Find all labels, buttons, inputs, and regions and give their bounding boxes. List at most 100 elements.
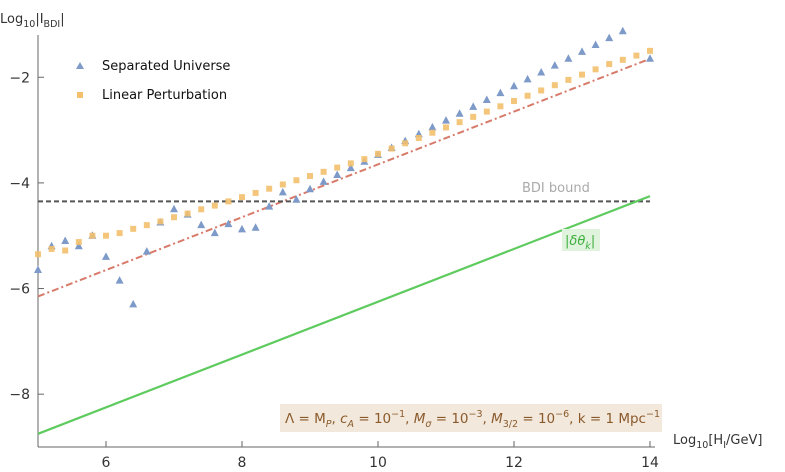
point-linear-perturbation bbox=[483, 108, 490, 115]
point-linear-perturbation bbox=[415, 135, 422, 141]
point-separated-universe bbox=[564, 54, 573, 62]
point-linear-perturbation bbox=[252, 189, 259, 196]
point-separated-universe bbox=[510, 81, 518, 90]
point-linear-perturbation bbox=[293, 177, 300, 184]
point-linear-perturbation bbox=[524, 92, 531, 99]
x-tick-label: 12 bbox=[505, 455, 523, 471]
point-separated-universe bbox=[251, 223, 260, 231]
y-tick-label: −4 bbox=[9, 176, 30, 192]
point-separated-universe bbox=[319, 177, 328, 185]
point-linear-perturbation bbox=[48, 245, 55, 252]
point-linear-perturbation bbox=[266, 185, 273, 192]
point-linear-perturbation bbox=[334, 164, 341, 171]
point-separated-universe bbox=[129, 299, 138, 308]
point-linear-perturbation bbox=[130, 225, 137, 232]
point-linear-perturbation bbox=[606, 61, 613, 68]
point-separated-universe bbox=[482, 95, 491, 103]
legend-label-separated-universe: Separated Universe bbox=[102, 59, 230, 74]
point-linear-perturbation bbox=[320, 168, 327, 175]
point-linear-perturbation bbox=[619, 56, 626, 63]
point-linear-perturbation bbox=[89, 232, 96, 239]
point-separated-universe bbox=[578, 47, 586, 55]
point-separated-universe bbox=[61, 236, 70, 244]
x-tick-label: 8 bbox=[238, 455, 247, 471]
point-linear-perturbation bbox=[307, 173, 313, 180]
point-linear-perturbation bbox=[551, 82, 558, 89]
x-tick-label: 6 bbox=[102, 455, 111, 471]
legend-marker-linear-perturbation bbox=[77, 92, 83, 98]
point-separated-universe bbox=[346, 163, 355, 172]
point-linear-perturbation bbox=[171, 214, 177, 221]
legend-label-linear-perturbation: Linear Perturbation bbox=[102, 88, 227, 103]
line-solid bbox=[37, 195, 651, 435]
legend-marker-separated-universe bbox=[76, 62, 84, 69]
point-linear-perturbation bbox=[470, 113, 477, 120]
y-tick-label: −2 bbox=[9, 70, 30, 86]
point-linear-perturbation bbox=[116, 230, 123, 237]
point-separated-universe bbox=[238, 224, 246, 233]
point-linear-perturbation bbox=[347, 160, 354, 167]
point-linear-perturbation bbox=[35, 251, 41, 258]
point-separated-universe bbox=[292, 195, 301, 203]
point-linear-perturbation bbox=[388, 145, 395, 152]
point-linear-perturbation bbox=[103, 232, 109, 239]
point-linear-perturbation bbox=[75, 239, 82, 246]
point-separated-universe bbox=[618, 26, 627, 35]
point-linear-perturbation bbox=[157, 218, 164, 225]
point-linear-perturbation bbox=[184, 210, 191, 217]
point-linear-perturbation bbox=[361, 156, 368, 163]
point-linear-perturbation bbox=[497, 103, 504, 110]
point-separated-universe bbox=[265, 202, 274, 210]
point-linear-perturbation bbox=[592, 66, 599, 73]
point-separated-universe bbox=[115, 276, 124, 284]
point-linear-perturbation bbox=[429, 129, 436, 136]
point-linear-perturbation bbox=[62, 247, 69, 254]
parameters-box-bg bbox=[280, 404, 662, 432]
bdi-bound-label: BDI bound bbox=[522, 181, 590, 196]
point-separated-universe bbox=[74, 241, 83, 250]
point-linear-perturbation bbox=[279, 181, 286, 188]
point-linear-perturbation bbox=[402, 140, 409, 147]
point-linear-perturbation bbox=[633, 52, 640, 59]
point-linear-perturbation bbox=[443, 124, 449, 131]
x-axis-title: Log10[HI/GeV] bbox=[673, 433, 762, 451]
y-tick-label: −8 bbox=[9, 387, 30, 403]
point-separated-universe bbox=[428, 122, 437, 131]
point-separated-universe bbox=[333, 170, 342, 178]
point-separated-universe bbox=[278, 187, 287, 196]
point-separated-universe bbox=[523, 74, 532, 83]
point-separated-universe bbox=[442, 116, 450, 124]
point-separated-universe bbox=[210, 228, 219, 237]
point-separated-universe bbox=[537, 68, 546, 76]
point-separated-universe bbox=[306, 184, 314, 193]
point-separated-universe bbox=[224, 219, 233, 228]
point-separated-universe bbox=[550, 61, 559, 69]
point-linear-perturbation bbox=[538, 87, 545, 94]
point-linear-perturbation bbox=[211, 202, 218, 209]
point-separated-universe bbox=[197, 220, 206, 229]
x-tick-label: 10 bbox=[369, 455, 387, 471]
point-linear-perturbation bbox=[565, 76, 572, 83]
delta-theta-label-bg bbox=[562, 229, 600, 251]
point-linear-perturbation bbox=[225, 198, 232, 205]
y-axis-title: Log10|IBDI| bbox=[0, 12, 65, 30]
point-linear-perturbation bbox=[198, 206, 205, 213]
x-tick-label: 14 bbox=[641, 455, 659, 471]
y-tick-label: −6 bbox=[9, 282, 30, 298]
point-separated-universe bbox=[455, 109, 464, 117]
point-linear-perturbation bbox=[375, 150, 381, 157]
point-separated-universe bbox=[591, 40, 600, 49]
line-dash-dot bbox=[37, 57, 651, 298]
point-linear-perturbation bbox=[456, 119, 463, 126]
point-separated-universe bbox=[102, 252, 110, 260]
point-separated-universe bbox=[605, 33, 614, 42]
point-separated-universe bbox=[34, 265, 42, 274]
point-linear-perturbation bbox=[579, 71, 585, 78]
point-separated-universe bbox=[170, 204, 178, 213]
parameters-text: Λ = MP, cA = 10−1, Mσ = 10−3, M3/2 = 10−… bbox=[285, 409, 660, 430]
point-separated-universe bbox=[496, 88, 505, 97]
point-separated-universe bbox=[646, 54, 654, 62]
legend: Separated Universe Linear Perturbation bbox=[76, 59, 230, 103]
point-separated-universe bbox=[142, 247, 151, 255]
point-linear-perturbation bbox=[143, 222, 150, 229]
